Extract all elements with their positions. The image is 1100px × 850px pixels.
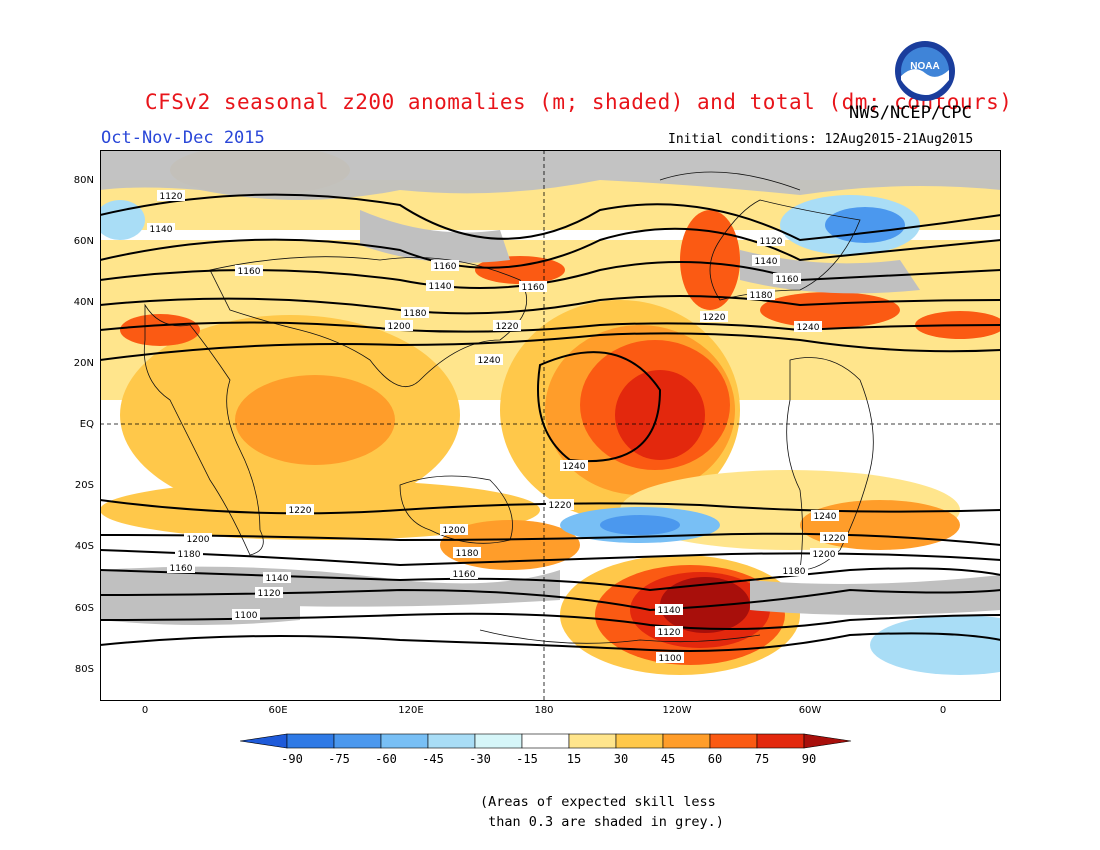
colorbar-arrow-right — [803, 733, 852, 749]
colorbar-swatch — [568, 733, 617, 749]
svg-text:1180: 1180 — [178, 550, 201, 560]
svg-text:1200: 1200 — [443, 526, 466, 536]
colorbar-arrow-left — [240, 733, 288, 749]
lat-label-40s: 40S — [74, 541, 94, 552]
lon-label-0: 0 — [141, 705, 149, 716]
svg-text:1240: 1240 — [478, 356, 501, 366]
svg-text:1180: 1180 — [456, 549, 479, 559]
colorbar-label: 75 — [754, 752, 770, 766]
svg-text:1200: 1200 — [187, 535, 210, 545]
colorbar-swatch — [333, 733, 382, 749]
colorbar-swatch — [286, 733, 335, 749]
colorbar-label: -30 — [469, 752, 491, 766]
colorbar-label: 45 — [660, 752, 676, 766]
colorbar-label: 60 — [707, 752, 723, 766]
agency-label: NWS/NCEP/CPC — [849, 103, 972, 123]
svg-text:1140: 1140 — [150, 225, 173, 235]
svg-text:1240: 1240 — [797, 323, 820, 333]
svg-text:1140: 1140 — [658, 606, 681, 616]
season-label: Oct-Nov-Dec 2015 — [101, 128, 265, 148]
chart-title: CFSv2 seasonal z200 anomalies (m; shaded… — [145, 90, 1013, 114]
lon-label-0-east: 0 — [939, 705, 947, 716]
colorbar-swatch — [380, 733, 429, 749]
colorbar-swatch — [709, 733, 758, 749]
contour-labels: 1120 1140 1160 1160 1140 1180 1200 1220 … — [147, 190, 848, 664]
colorbar-label: 90 — [801, 752, 817, 766]
lon-label-120e: 120E — [398, 705, 424, 716]
svg-text:NOAA: NOAA — [910, 61, 939, 72]
svg-text:1120: 1120 — [258, 589, 281, 599]
svg-text:1140: 1140 — [266, 574, 289, 584]
lat-label-20s: 20S — [74, 480, 94, 491]
svg-text:1180: 1180 — [404, 309, 427, 319]
colorbar-label: -45 — [422, 752, 444, 766]
colorbar-label: 15 — [566, 752, 582, 766]
lat-label-40n: 40N — [73, 297, 94, 308]
colorbar-label: -15 — [516, 752, 538, 766]
svg-text:1160: 1160 — [453, 570, 476, 580]
skill-note: (Areas of expected skill less than 0.3 a… — [480, 794, 724, 830]
svg-text:1180: 1180 — [750, 291, 773, 301]
colorbar-label: -60 — [375, 752, 397, 766]
lat-label-60s: 60S — [74, 603, 94, 614]
svg-text:1160: 1160 — [522, 283, 545, 293]
colorbar-swatch — [427, 733, 476, 749]
colorbar-label: 30 — [613, 752, 629, 766]
colorbar-swatch — [474, 733, 523, 749]
colorbar-swatch — [615, 733, 664, 749]
svg-text:1160: 1160 — [170, 564, 193, 574]
colorbar-swatch — [756, 733, 805, 749]
svg-text:1200: 1200 — [813, 550, 836, 560]
lon-label-60e: 60E — [268, 705, 288, 716]
svg-text:1140: 1140 — [429, 282, 452, 292]
svg-text:1240: 1240 — [814, 512, 837, 522]
svg-text:1120: 1120 — [658, 628, 681, 638]
svg-text:1120: 1120 — [760, 237, 783, 247]
svg-text:1220: 1220 — [496, 322, 519, 332]
lat-label-20n: 20N — [73, 358, 94, 369]
svg-text:1220: 1220 — [703, 313, 726, 323]
lon-label-120w: 120W — [662, 705, 692, 716]
lon-label-180: 180 — [534, 705, 554, 716]
colorbar-label: -75 — [328, 752, 350, 766]
svg-text:1220: 1220 — [289, 506, 312, 516]
svg-text:1180: 1180 — [783, 567, 806, 577]
lat-label-eq: EQ — [79, 419, 94, 430]
svg-text:1100: 1100 — [235, 611, 258, 621]
lat-label-80n: 80N — [73, 175, 94, 186]
anomaly-map: 1120 1140 1160 1160 1140 1180 1200 1220 … — [100, 150, 1001, 701]
svg-text:1220: 1220 — [823, 534, 846, 544]
svg-text:1120: 1120 — [160, 192, 183, 202]
svg-text:1240: 1240 — [563, 462, 586, 472]
svg-text:1220: 1220 — [549, 501, 572, 511]
svg-text:1200: 1200 — [388, 322, 411, 332]
lat-label-80s: 80S — [74, 664, 94, 675]
lon-label-60w: 60W — [798, 705, 822, 716]
lat-label-60n: 60N — [73, 236, 94, 247]
colorbar-swatch — [662, 733, 711, 749]
svg-text:1160: 1160 — [776, 275, 799, 285]
svg-text:1140: 1140 — [755, 257, 778, 267]
colorbar — [240, 733, 852, 749]
colorbar-swatch — [521, 733, 570, 749]
initial-conditions-label: Initial conditions: 12Aug2015-21Aug2015 — [668, 132, 974, 147]
svg-text:1100: 1100 — [659, 654, 682, 664]
colorbar-label: -90 — [281, 752, 303, 766]
noaa-logo: NOAA — [895, 41, 955, 101]
svg-text:1160: 1160 — [434, 262, 457, 272]
svg-text:1160: 1160 — [238, 267, 261, 277]
